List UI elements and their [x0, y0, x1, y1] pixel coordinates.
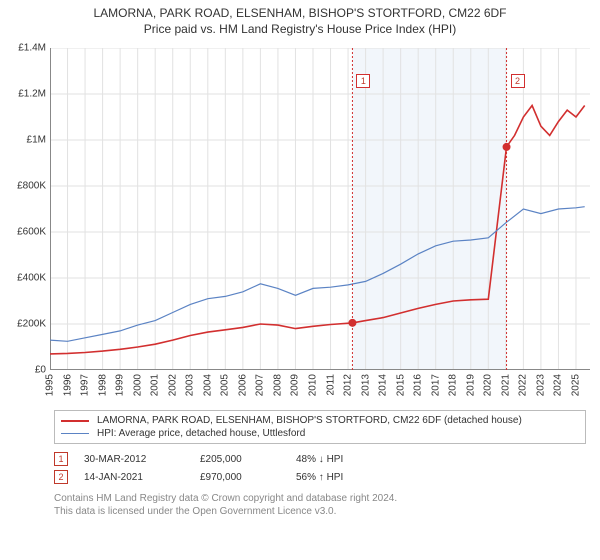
x-tick-label: 2009	[290, 374, 301, 396]
legend-swatch	[61, 433, 89, 434]
x-tick-label: 1997	[80, 374, 91, 396]
marker-flag-1: 1	[356, 74, 370, 88]
transaction-pct: 48% ↓ HPI	[296, 454, 396, 465]
x-tick-label: 2006	[237, 374, 248, 396]
marker-flag-2: 2	[511, 74, 525, 88]
transaction-date: 14-JAN-2021	[84, 472, 184, 483]
x-tick-label: 2020	[483, 374, 494, 396]
transaction-price: £205,000	[200, 454, 280, 465]
x-tick-label: 2023	[535, 374, 546, 396]
chart-area: £0£200K£400K£600K£800K£1M£1.2M£1.4M 12 1…	[6, 44, 594, 406]
title-line-1: LAMORNA, PARK ROAD, ELSENHAM, BISHOP'S S…	[10, 6, 590, 20]
chart-title: LAMORNA, PARK ROAD, ELSENHAM, BISHOP'S S…	[0, 0, 600, 38]
transaction-table: 1 30-MAR-2012 £205,000 48% ↓ HPI 2 14-JAN-202…	[54, 450, 590, 486]
lower-section: LAMORNA, PARK ROAD, ELSENHAM, BISHOP'S S…	[54, 410, 590, 518]
x-tick-label: 2008	[272, 374, 283, 396]
x-tick-label: 2015	[395, 374, 406, 396]
y-tick-label: £400K	[17, 273, 46, 284]
y-tick-label: £600K	[17, 227, 46, 238]
y-tick-label: £800K	[17, 181, 46, 192]
legend-box: LAMORNA, PARK ROAD, ELSENHAM, BISHOP'S S…	[54, 410, 586, 444]
footnote-line-1: Contains HM Land Registry data © Crown c…	[54, 492, 590, 505]
transaction-marker: 1	[54, 452, 68, 466]
x-tick-label: 2011	[325, 374, 336, 396]
x-tick-label: 1998	[97, 374, 108, 396]
x-tick-label: 2003	[185, 374, 196, 396]
x-tick-label: 2010	[307, 374, 318, 396]
title-line-2: Price paid vs. HM Land Registry's House …	[10, 22, 590, 36]
x-tick-label: 2002	[167, 374, 178, 396]
x-tick-label: 2004	[202, 374, 213, 396]
y-tick-label: £1.2M	[18, 89, 46, 100]
x-tick-label: 2012	[343, 374, 354, 396]
x-tick-label: 2018	[448, 374, 459, 396]
x-tick-label: 2001	[150, 374, 161, 396]
transaction-date: 30-MAR-2012	[84, 454, 184, 465]
x-tick-label: 2017	[430, 374, 441, 396]
x-tick-label: 2022	[518, 374, 529, 396]
x-tick-label: 2013	[360, 374, 371, 396]
x-tick-label: 1995	[45, 374, 56, 396]
footnote-line-2: This data is licensed under the Open Gov…	[54, 505, 590, 518]
legend-swatch	[61, 420, 89, 422]
x-tick-label: 1999	[115, 374, 126, 396]
y-tick-label: £1M	[27, 135, 46, 146]
y-tick-label: £1.4M	[18, 43, 46, 54]
transaction-price: £970,000	[200, 472, 280, 483]
x-tick-label: 2005	[220, 374, 231, 396]
x-tick-label: 1996	[62, 374, 73, 396]
x-tick-label: 2021	[500, 374, 511, 396]
legend-label: HPI: Average price, detached house, Uttl…	[97, 428, 305, 439]
plot-region: 12	[50, 48, 590, 370]
legend-row: LAMORNA, PARK ROAD, ELSENHAM, BISHOP'S S…	[61, 414, 579, 427]
legend-label: LAMORNA, PARK ROAD, ELSENHAM, BISHOP'S S…	[97, 415, 522, 426]
x-tick-label: 2019	[465, 374, 476, 396]
x-tick-label: 2025	[570, 374, 581, 396]
x-tick-label: 2000	[132, 374, 143, 396]
transaction-pct: 56% ↑ HPI	[296, 472, 396, 483]
footnote: Contains HM Land Registry data © Crown c…	[54, 492, 590, 518]
chart-svg	[50, 48, 590, 370]
y-axis: £0£200K£400K£600K£800K£1M£1.2M£1.4M	[6, 48, 50, 370]
x-tick-label: 2014	[378, 374, 389, 396]
y-tick-label: £200K	[17, 319, 46, 330]
x-tick-label: 2024	[553, 374, 564, 396]
transaction-row: 2 14-JAN-2021 £970,000 56% ↑ HPI	[54, 468, 590, 486]
transaction-row: 1 30-MAR-2012 £205,000 48% ↓ HPI	[54, 450, 590, 468]
legend-row: HPI: Average price, detached house, Uttl…	[61, 427, 579, 440]
x-axis: 1995199619971998199920002001200220032004…	[50, 372, 590, 404]
transaction-marker: 2	[54, 470, 68, 484]
x-tick-label: 2016	[413, 374, 424, 396]
x-tick-label: 2007	[255, 374, 266, 396]
